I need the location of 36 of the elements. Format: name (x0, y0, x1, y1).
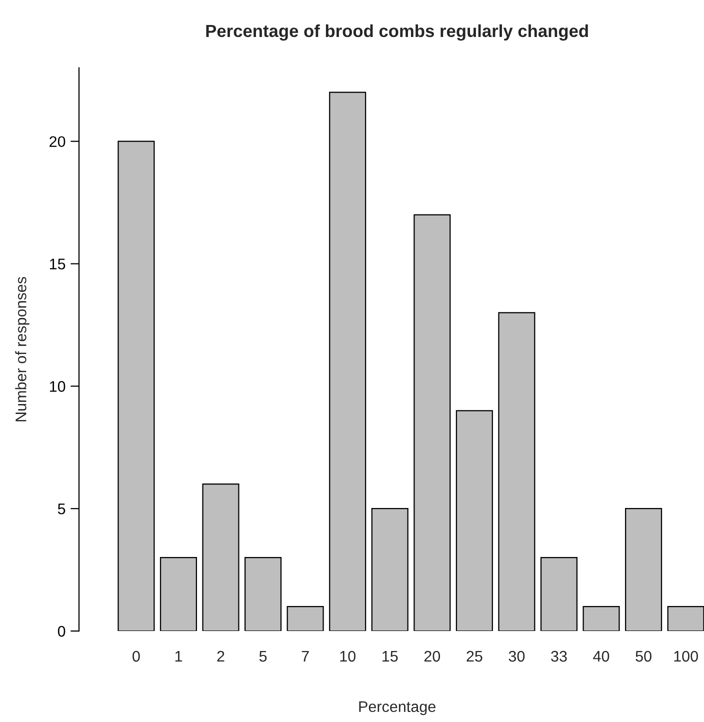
x-tick-label: 100 (674, 650, 698, 662)
x-tick-label: 33 (551, 650, 567, 662)
bar (456, 410, 493, 632)
x-tick-label: 30 (508, 650, 525, 662)
x-tick-label: 20 (424, 650, 440, 662)
bar (118, 140, 155, 632)
x-tick-label: 15 (382, 651, 398, 662)
y-axis-title: Number of responses (15, 276, 30, 422)
bar (286, 606, 324, 632)
bar (582, 606, 620, 632)
bar (498, 312, 536, 632)
x-tick-label: 25 (466, 650, 482, 662)
bar (414, 214, 451, 632)
y-tick-label: 20 (50, 136, 66, 148)
y-tick-label: 10 (50, 381, 66, 392)
x-tick-label: 40 (593, 650, 610, 662)
x-tick-label: 5 (259, 651, 267, 662)
bar (329, 92, 366, 632)
x-tick-label: 10 (340, 650, 356, 662)
bar (625, 508, 662, 632)
x-axis-title: Percentage (359, 701, 436, 716)
bar (160, 557, 197, 632)
chart-title: Percentage of brood combs regularly changed (206, 24, 588, 41)
x-tick-label: 1 (175, 651, 182, 662)
x-tick-label: 50 (636, 650, 652, 662)
x-tick-label: 0 (132, 650, 140, 662)
y-tick-label: 5 (58, 504, 66, 514)
bar (540, 557, 578, 632)
x-tick-label: 7 (302, 651, 309, 662)
y-tick-label: 15 (50, 258, 66, 270)
y-tick-label: 0 (58, 626, 66, 637)
x-tick-label: 2 (217, 650, 224, 662)
bar (667, 606, 704, 632)
bar (244, 557, 282, 632)
bar (371, 508, 408, 632)
bar (202, 484, 240, 632)
